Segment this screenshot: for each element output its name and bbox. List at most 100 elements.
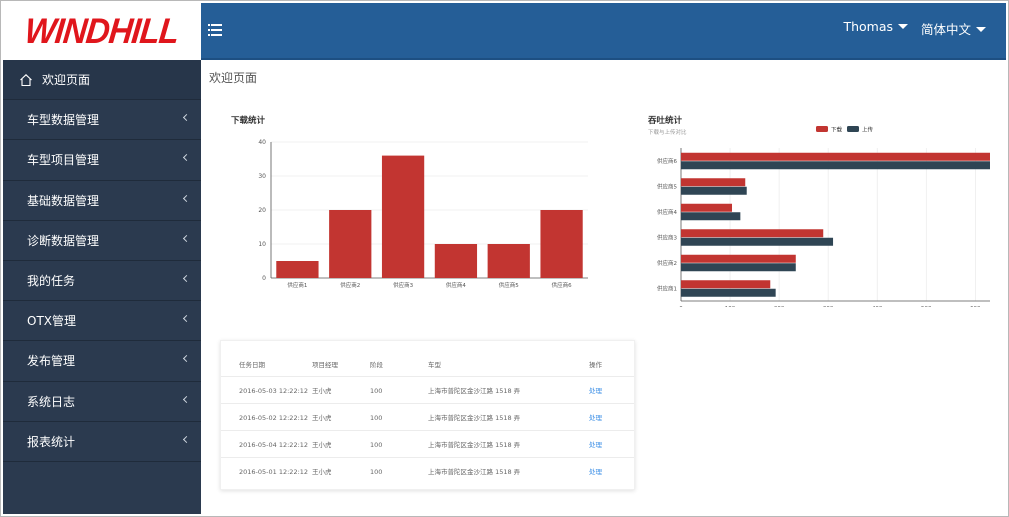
caret-down-icon bbox=[976, 27, 986, 32]
x-tick-label: 供应商3 bbox=[393, 281, 414, 289]
y-tick-label: 供应商2 bbox=[657, 259, 677, 267]
home-icon bbox=[19, 73, 33, 87]
project-manager: 王小虎 bbox=[312, 387, 332, 395]
task-date: 2016-05-02 12:22:12 bbox=[239, 414, 309, 422]
user-menu[interactable]: Thomas bbox=[843, 19, 908, 34]
y-tick-label: 40 bbox=[258, 139, 266, 146]
sidebar-item-label: 基础数据管理 bbox=[27, 193, 100, 208]
bar bbox=[681, 237, 834, 246]
task-table: 任务日期 项目经理 阶段 车型 操作 2016-05-03 12:22:12 王… bbox=[220, 340, 635, 490]
y-tick-label: 10 bbox=[258, 241, 266, 248]
chevron-left-icon bbox=[182, 355, 191, 363]
table-row: 2016-05-02 12:22:12 王小虎 100 上海市普陀区金沙江路 1… bbox=[221, 403, 634, 430]
stage: 100 bbox=[370, 441, 383, 449]
stage: 100 bbox=[370, 387, 383, 395]
chevron-left-icon bbox=[182, 114, 191, 122]
legend-swatch bbox=[847, 126, 859, 132]
bar bbox=[681, 229, 824, 238]
x-tick-label: 供应商6 bbox=[552, 281, 573, 289]
vehicle-model: 上海市普陀区金沙江路 1518 弄 bbox=[428, 468, 521, 476]
chevron-left-icon bbox=[182, 274, 191, 282]
chevron-left-icon bbox=[182, 154, 191, 162]
logo: WINDHILL bbox=[3, 3, 201, 59]
y-tick-label: 供应商6 bbox=[657, 157, 678, 165]
download-bar-chart: 0 10 20 30 40 供应商1 供应商2 供应商3 供应商4 供应商5 供应商6 bbox=[258, 139, 588, 289]
sidebar-item-label: 车型数据管理 bbox=[27, 113, 100, 128]
sidebar-item-release[interactable]: 发布管理 bbox=[3, 341, 201, 382]
y-tick-label: 20 bbox=[258, 207, 266, 214]
sidebar-item-my-tasks[interactable]: 我的任务 bbox=[3, 261, 201, 302]
table-row: 2016-05-01 12:22:12 王小虎 100 上海市普陀区金沙江路 1… bbox=[221, 457, 634, 484]
y-tick-label: 供应商3 bbox=[657, 233, 678, 241]
x-tick-label: 100 bbox=[725, 306, 736, 307]
legend-label: 下载 bbox=[831, 126, 843, 134]
language-label: 简体中文 bbox=[920, 22, 971, 37]
sidebar-item-diagnostic-data[interactable]: 诊断数据管理 bbox=[3, 221, 201, 261]
chevron-left-icon bbox=[182, 315, 191, 323]
task-date: 2016-05-01 12:22:12 bbox=[239, 468, 309, 476]
y-tick-label: 30 bbox=[258, 173, 266, 180]
process-link[interactable]: 处理 bbox=[589, 387, 602, 395]
x-tick-label: 600 bbox=[970, 306, 981, 307]
download-chart-title: 下载统计 bbox=[231, 116, 266, 126]
throughput-chart-subtitle: 下载与上传对比 bbox=[648, 130, 687, 136]
bar bbox=[681, 152, 990, 161]
sidebar-item-label: 报表统计 bbox=[27, 434, 76, 449]
x-tick-label: 0 bbox=[679, 306, 683, 307]
bar bbox=[681, 288, 776, 297]
stage: 100 bbox=[370, 414, 383, 422]
bar bbox=[681, 161, 990, 170]
chevron-left-icon bbox=[182, 395, 191, 403]
sidebar-item-vehicle-data[interactable]: 车型数据管理 bbox=[3, 100, 201, 141]
bar bbox=[681, 186, 747, 195]
sidebar-item-label: 车型项目管理 bbox=[27, 153, 100, 168]
x-tick-label: 400 bbox=[872, 306, 883, 307]
menu-toggle-icon[interactable] bbox=[208, 24, 222, 36]
column-header: 阶段 bbox=[370, 361, 383, 369]
x-tick-label: 500 bbox=[921, 306, 932, 307]
y-tick-label: 供应商1 bbox=[657, 284, 677, 292]
bar bbox=[681, 212, 741, 221]
bar bbox=[681, 280, 771, 289]
bar bbox=[434, 244, 478, 278]
process-link[interactable]: 处理 bbox=[589, 468, 602, 476]
legend-swatch bbox=[816, 126, 828, 132]
sidebar-item-vehicle-projects[interactable]: 车型项目管理 bbox=[3, 140, 201, 181]
task-date: 2016-05-03 12:22:12 bbox=[239, 387, 309, 395]
sidebar-item-system-log[interactable]: 系统日志 bbox=[3, 382, 201, 422]
sidebar: 欢迎页面 车型数据管理 车型项目管理 基础数据管理 诊断数据管理 我的任务 OT… bbox=[3, 60, 201, 514]
y-tick-label: 0 bbox=[262, 275, 266, 282]
x-tick-label: 供应商5 bbox=[499, 281, 520, 289]
sidebar-item-welcome[interactable]: 欢迎页面 bbox=[3, 60, 201, 101]
bar bbox=[681, 203, 733, 212]
throughput-bar-chart: 0 100 200 300 400 500 600 供应商1 供应商2 供应商3 供应商4 供应商5 供… bbox=[657, 126, 990, 307]
bar bbox=[681, 178, 746, 187]
table-row: 2016-05-03 12:22:12 王小虎 100 上海市普陀区金沙江路 1… bbox=[221, 376, 634, 403]
table-header: 任务日期 项目经理 阶段 车型 操作 bbox=[221, 358, 634, 372]
task-date: 2016-05-04 12:22:12 bbox=[239, 441, 309, 449]
top-navbar: Thomas 简体中文 bbox=[201, 3, 1006, 60]
main-content: 欢迎页面 下载统计 0 10 20 30 40 供应商1 供应商2 供应商3 供应商4 供应商5 供… bbox=[201, 62, 1006, 514]
x-tick-label: 供应商2 bbox=[340, 281, 360, 289]
process-link[interactable]: 处理 bbox=[589, 414, 602, 422]
chevron-left-icon bbox=[182, 435, 191, 443]
sidebar-item-label: OTX管理 bbox=[27, 314, 76, 329]
stage: 100 bbox=[370, 468, 383, 476]
process-link[interactable]: 处理 bbox=[589, 441, 602, 449]
x-tick-label: 供应商1 bbox=[287, 281, 307, 289]
language-menu[interactable]: 简体中文 bbox=[921, 19, 986, 38]
sidebar-item-reports[interactable]: 报表统计 bbox=[3, 422, 201, 462]
bar bbox=[487, 244, 530, 278]
column-header: 车型 bbox=[428, 361, 441, 369]
throughput-chart-title: 吞吐统计 bbox=[648, 116, 683, 126]
caret-down-icon bbox=[898, 24, 908, 29]
sidebar-item-base-data[interactable]: 基础数据管理 bbox=[3, 181, 201, 221]
project-manager: 王小虎 bbox=[312, 414, 332, 422]
y-tick-label: 供应商5 bbox=[657, 182, 678, 190]
table-row: 2016-05-04 12:22:12 王小虎 100 上海市普陀区金沙江路 1… bbox=[221, 430, 634, 457]
bar bbox=[540, 210, 583, 278]
project-manager: 王小虎 bbox=[312, 441, 332, 449]
sidebar-item-otx[interactable]: OTX管理 bbox=[3, 301, 201, 342]
sidebar-item-label: 我的任务 bbox=[27, 274, 76, 289]
